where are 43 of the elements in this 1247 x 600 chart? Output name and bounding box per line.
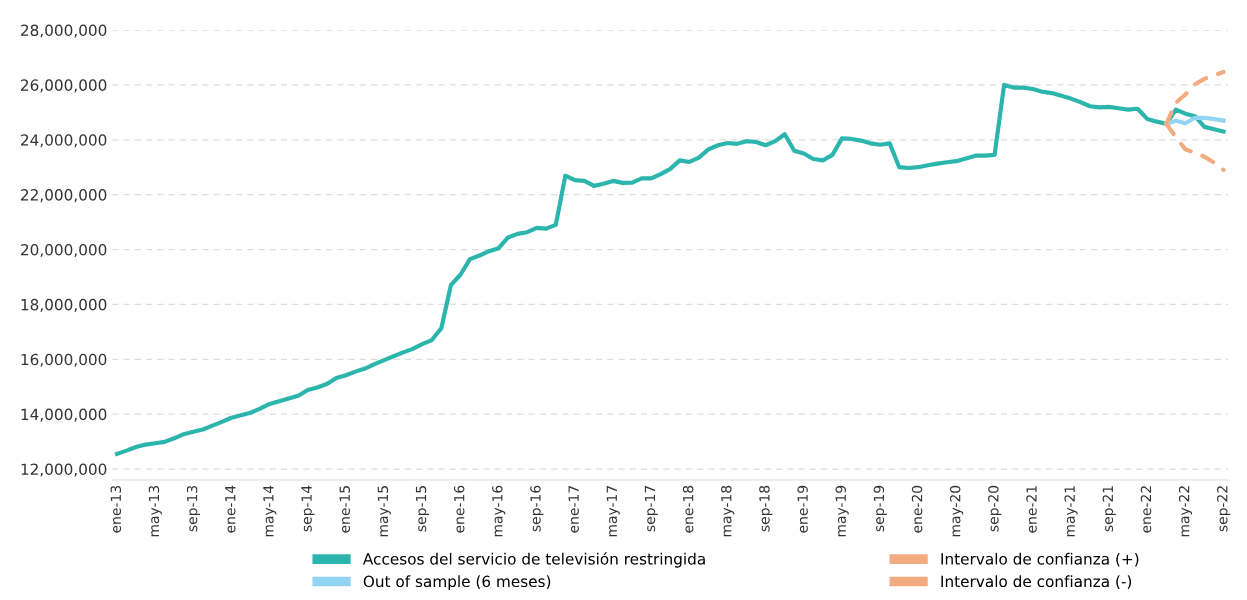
x-tick-label: ene-15 — [339, 486, 350, 533]
x-tick-label: sep-13 — [186, 485, 201, 532]
legend-label: Out of sample (6 meses) — [363, 575, 551, 591]
x-tick-label: sep-17 — [644, 486, 658, 532]
x-tick-label: sep-14 — [301, 485, 315, 532]
legend-label: Accesos del servicio de televisión restringida — [362, 552, 705, 568]
x-tick-label: may-21 — [1064, 486, 1078, 537]
legend-label: Intervalo de confianza (-) — [941, 575, 1132, 589]
y-tick-label: 16,000,000 — [21, 353, 107, 367]
x-tick-label: may-17 — [606, 486, 620, 537]
x-tick-label: sep-15 — [415, 486, 429, 532]
y-tick-label: 12,000,000 — [21, 463, 107, 477]
y-tick-label: 26,000,000 — [21, 79, 107, 93]
x-tick-label: sep-16 — [530, 485, 544, 532]
x-tick-label: may-22 — [1178, 486, 1193, 537]
y-tick-label: 22,000,000 — [21, 189, 107, 203]
x-tick-label: ene-18 — [682, 485, 694, 533]
x-tick-label: ene-20 — [911, 485, 923, 533]
x-tick-label: may-16 — [492, 485, 506, 537]
x-tick-label: may-13 — [148, 485, 162, 537]
x-tick-label: ene-22 — [1140, 486, 1152, 533]
x-tick-label: may-14 — [263, 485, 277, 537]
x-tick-label: may-18 — [721, 485, 735, 537]
x-tick-label: may-19 — [835, 485, 849, 537]
x-tick-label: sep-22 — [1217, 486, 1231, 532]
x-tick-label: ene-13 — [110, 485, 122, 533]
y-tick-label: 24,000,000 — [21, 134, 107, 148]
x-tick-label: ene-14 — [225, 485, 236, 533]
x-tick-label: sep-20 — [988, 485, 1002, 532]
x-tick-label: sep-21 — [1102, 486, 1116, 532]
y-tick-label: 18,000,000 — [21, 298, 107, 312]
x-tick-label: sep-19 — [873, 485, 887, 532]
x-tick-label: sep-18 — [759, 485, 773, 532]
y-tick-label: 20,000,000 — [21, 243, 107, 258]
x-tick-label: ene-16 — [453, 485, 465, 533]
legend-label: Intervalo de confianza (+) — [941, 552, 1139, 567]
x-tick-label: ene-19 — [797, 485, 808, 533]
x-tick-label: may-20 — [949, 485, 964, 537]
x-tick-label: ene-17 — [568, 486, 579, 533]
x-tick-label: may-15 — [377, 486, 391, 537]
x-tick-label: ene-21 — [1026, 486, 1037, 533]
y-tick-label: 28,000,000 — [21, 24, 107, 38]
y-tick-label: 14,000,000 — [21, 408, 107, 422]
